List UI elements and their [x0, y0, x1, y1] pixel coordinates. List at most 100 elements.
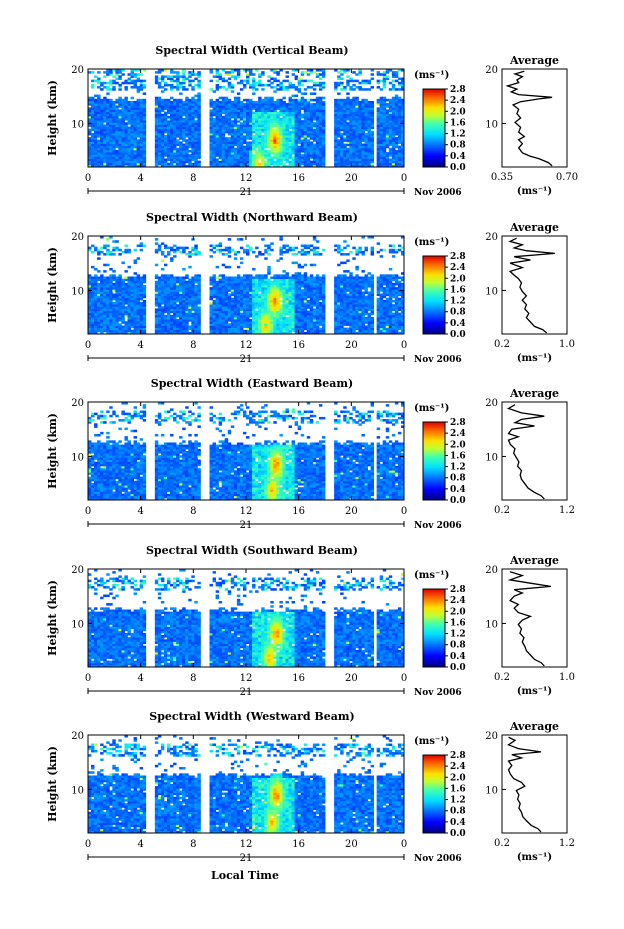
heatmap-cell [361, 113, 365, 117]
heatmap-cell [163, 147, 168, 151]
heatmap-cell [355, 158, 359, 162]
heatmap-cell [379, 96, 384, 100]
heatmap-cell [121, 147, 125, 151]
heatmap-cell [106, 147, 110, 151]
heatmap-cell [264, 143, 268, 147]
heatmap-cell [279, 103, 283, 106]
heatmap-cell [297, 109, 302, 113]
heatmap-cell [118, 158, 122, 162]
heatmap-cell [337, 130, 341, 134]
heatmap-cell [139, 105, 144, 108]
heatmap-cell [154, 152, 159, 155]
heatmap-cell [300, 79, 305, 83]
heatmap-cell [258, 105, 262, 108]
heatmap-cell [264, 105, 268, 108]
heatmap-cell [121, 139, 125, 142]
heatmap-cell [288, 162, 292, 166]
heatmap-cell [239, 113, 244, 117]
heatmap-cell [188, 98, 192, 102]
heatmap-cell [215, 137, 220, 140]
heatmap-cell [358, 128, 362, 132]
heatmap-cell [100, 246, 104, 250]
heatmap-cell [300, 122, 305, 125]
heatmap-cell [343, 120, 347, 123]
heatmap-cell [340, 111, 344, 115]
heatmap-cell [154, 120, 159, 123]
heatmap-cell [321, 105, 326, 108]
heatmap-cell [127, 154, 131, 157]
heatmap-cell [261, 156, 265, 159]
heatmap-cell [294, 88, 299, 91]
heatmap-cell [340, 118, 344, 121]
heatmap-cell [106, 124, 110, 127]
heatmap-cell [230, 122, 235, 125]
profile-x-tick-label: 0.35 [491, 172, 513, 183]
heatmap-cell [130, 132, 134, 136]
heatmap-cell [127, 115, 131, 119]
heatmap-cell [303, 111, 308, 115]
heatmap-cell [321, 132, 326, 136]
heatmap-cell [191, 122, 195, 125]
heatmap-cell [352, 111, 356, 115]
heatmap-cell [176, 75, 180, 78]
colorbar-tick-label: 1.6 [450, 118, 466, 128]
heatmap-cell [279, 109, 283, 113]
heatmap-cell [294, 100, 299, 104]
heatmap-cell [249, 115, 253, 119]
heatmap-cell [258, 152, 262, 155]
heatmap-cell [136, 118, 141, 121]
heatmap-cell [182, 154, 186, 157]
heatmap-cell [303, 107, 308, 110]
heatmap-cell [297, 132, 302, 136]
heatmap-cell [97, 135, 101, 138]
heatmap-cell [133, 137, 138, 140]
heatmap-cell [361, 160, 365, 164]
heatmap-cell [315, 152, 320, 155]
heatmap-cell [157, 130, 162, 134]
heatmap-cell [252, 126, 256, 130]
heatmap-cell [194, 274, 198, 277]
heatmap-cell [127, 109, 131, 113]
heatmap-cell [312, 83, 317, 87]
heatmap-cell [139, 79, 144, 83]
heatmap-cell [321, 73, 326, 76]
heatmap-cell [230, 75, 235, 78]
heatmap-cell [221, 130, 226, 134]
heatmap-cell [106, 122, 110, 125]
heatmap-cell [185, 274, 189, 277]
heatmap-cell [212, 156, 217, 159]
heatmap-cell [346, 126, 350, 130]
heatmap-cell [197, 113, 201, 117]
heatmap-cell [230, 124, 235, 127]
heatmap-cell [112, 293, 116, 297]
heatmap-cell [100, 145, 104, 149]
heatmap-cell [297, 90, 302, 93]
heatmap-cell [337, 135, 341, 138]
heatmap-cell [170, 145, 174, 149]
heatmap-cell [124, 135, 128, 138]
heatmap-cell [255, 100, 259, 104]
heatmap-cell [334, 154, 338, 157]
heatmap-cell [130, 158, 134, 162]
heatmap-cell [233, 75, 238, 78]
heatmap-cell [242, 69, 247, 72]
heatmap-cell [88, 100, 92, 104]
heatmap-cell [282, 162, 286, 166]
heatmap-cell [103, 147, 107, 151]
heatmap-cell [249, 319, 253, 322]
heatmap-cell [176, 158, 180, 162]
heatmap-cell [188, 160, 192, 164]
heatmap-cell [279, 158, 283, 162]
heatmap-cell [209, 111, 213, 115]
panel-1: Spectral Width (Northward Beam)0 4 8 12 16 20… [46, 211, 575, 365]
heatmap-cell [106, 162, 110, 166]
heatmap-cell [288, 83, 292, 87]
heatmap-cell [218, 248, 223, 252]
heatmap-cell [209, 244, 213, 248]
heatmap-cell [185, 154, 189, 157]
heatmap-cell [255, 83, 259, 87]
heatmap-cell [318, 83, 323, 87]
heatmap-cell [130, 126, 134, 130]
heatmap-cell [285, 79, 289, 83]
heatmap-cell [303, 143, 308, 147]
